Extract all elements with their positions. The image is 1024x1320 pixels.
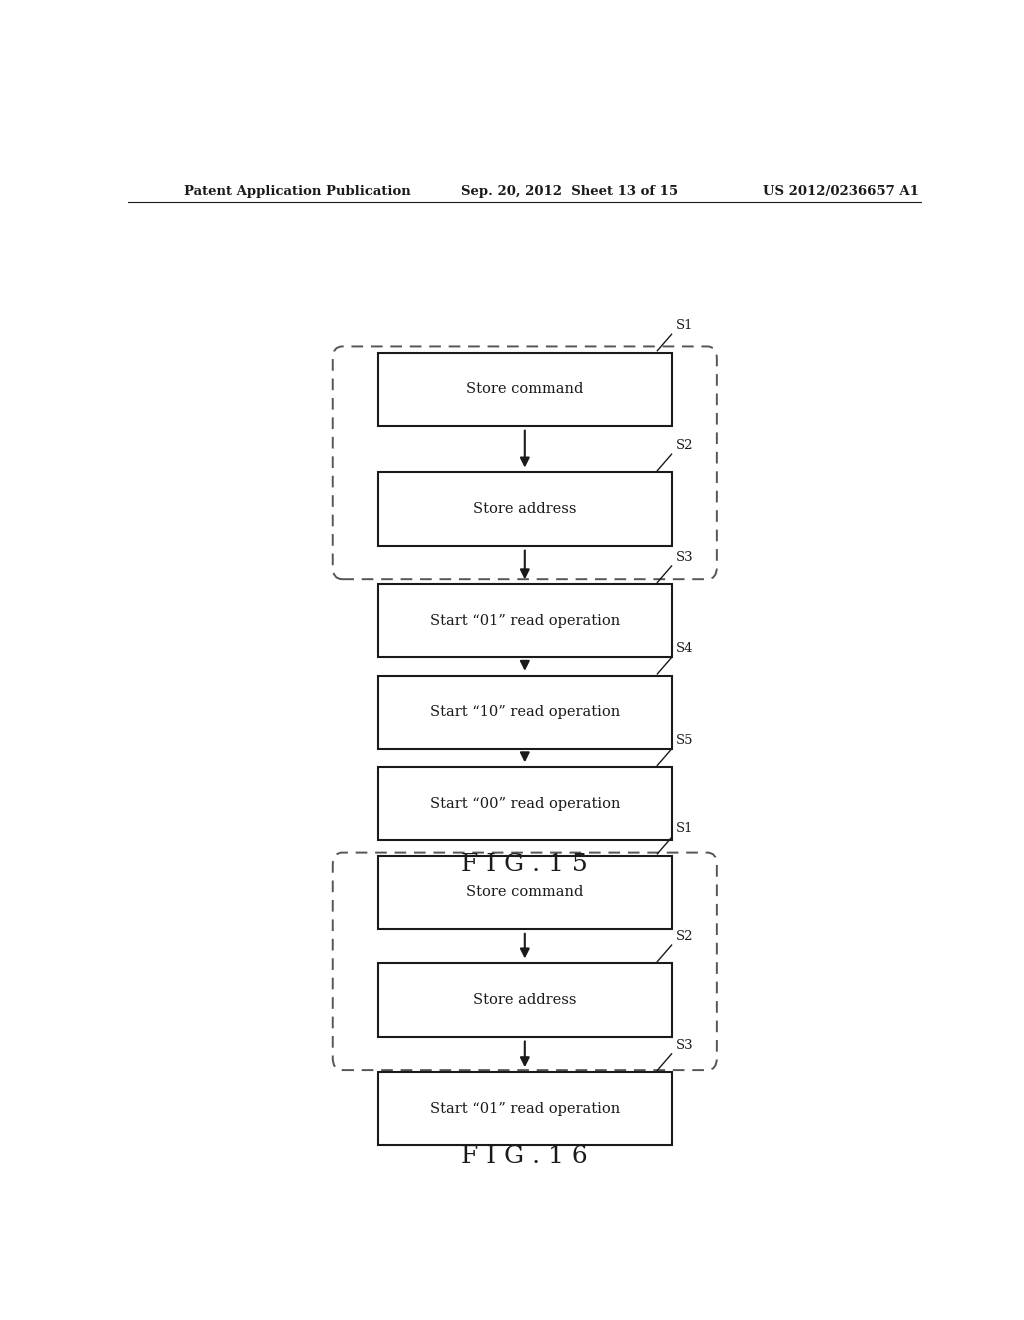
Text: Store address: Store address <box>473 502 577 516</box>
FancyBboxPatch shape <box>378 585 672 657</box>
Text: Store address: Store address <box>473 993 577 1007</box>
FancyBboxPatch shape <box>378 352 672 426</box>
Text: Store command: Store command <box>466 381 584 396</box>
Text: S3: S3 <box>676 550 693 564</box>
Text: S1: S1 <box>676 319 693 333</box>
Text: Start “01” read operation: Start “01” read operation <box>430 614 620 628</box>
Text: S4: S4 <box>676 643 693 656</box>
FancyBboxPatch shape <box>378 1072 672 1146</box>
Text: Patent Application Publication: Patent Application Publication <box>183 185 411 198</box>
Text: Start “01” read operation: Start “01” read operation <box>430 1102 620 1115</box>
Text: F I G . 1 6: F I G . 1 6 <box>462 1144 588 1168</box>
Text: S3: S3 <box>676 1039 693 1052</box>
Text: US 2012/0236657 A1: US 2012/0236657 A1 <box>763 185 919 198</box>
Text: F I G . 1 5: F I G . 1 5 <box>462 853 588 876</box>
Text: Start “00” read operation: Start “00” read operation <box>429 797 621 810</box>
Text: S2: S2 <box>676 931 693 942</box>
Text: S5: S5 <box>676 734 693 747</box>
FancyBboxPatch shape <box>378 676 672 748</box>
FancyBboxPatch shape <box>378 473 672 545</box>
FancyBboxPatch shape <box>378 767 672 841</box>
FancyBboxPatch shape <box>378 855 672 929</box>
Text: S2: S2 <box>676 440 693 453</box>
Text: Start “10” read operation: Start “10” read operation <box>430 705 620 719</box>
Text: Sep. 20, 2012  Sheet 13 of 15: Sep. 20, 2012 Sheet 13 of 15 <box>461 185 679 198</box>
FancyBboxPatch shape <box>378 964 672 1036</box>
Text: Store command: Store command <box>466 886 584 899</box>
Text: S1: S1 <box>676 822 693 836</box>
